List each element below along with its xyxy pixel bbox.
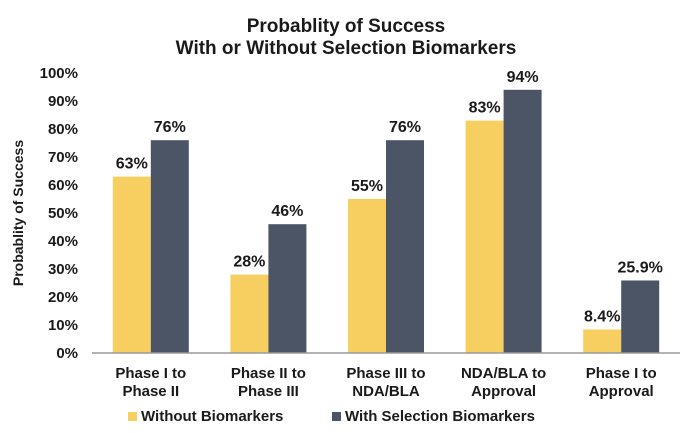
y-tick-label: 50% [48, 205, 78, 222]
y-tick-label: 20% [48, 289, 78, 306]
y-axis-title-group: Probablity of Success [10, 140, 26, 286]
category-label: Approval [589, 383, 654, 400]
bar-with-biomarkers [621, 280, 660, 353]
y-tick-label: 30% [48, 261, 78, 278]
category-label: NDA/BLA [352, 383, 420, 400]
data-labels: 63% 76% 28% 46% 55% 76% 83% 94% 8.4% 25.9% [116, 69, 663, 326]
bars [112, 89, 660, 354]
category-label: Phase III [238, 383, 299, 400]
data-label: 63% [116, 156, 148, 173]
y-tick-label: 0% [56, 345, 78, 362]
y-tick-label: 100% [40, 65, 78, 82]
bar-with-biomarkers [386, 140, 424, 353]
category-label: Phase III to [346, 365, 425, 382]
bar-without-biomarkers [583, 329, 622, 353]
category-label: Approval [471, 383, 536, 400]
chart-title-line: Probablity of Success [247, 16, 446, 37]
bar-with-biomarkers [150, 140, 189, 353]
data-label: 76% [154, 119, 186, 136]
bar-without-biomarkers [348, 199, 386, 353]
y-axis-ticks: 0% 10% 20% 30% 40% 50% 60% 70% 80% 90% 100% [40, 65, 78, 362]
data-label: 25.9% [618, 259, 663, 276]
bar-without-biomarkers [230, 274, 269, 353]
bar-with-biomarkers [268, 224, 307, 353]
data-label: 83% [469, 100, 501, 117]
category-label: Phase I to [586, 365, 657, 382]
data-label: 46% [271, 203, 303, 220]
y-tick-label: 60% [48, 177, 78, 194]
bar-without-biomarkers [112, 176, 151, 353]
data-label: 55% [351, 178, 383, 195]
legend: Without Biomarkers With Selection Biomark… [128, 408, 535, 425]
legend-swatch [128, 412, 137, 421]
category-label: Phase I to [115, 365, 186, 382]
data-label: 8.4% [584, 308, 620, 325]
category-label: Phase II [122, 383, 179, 400]
y-tick-label: 70% [48, 149, 78, 166]
category-label: Phase II to [231, 365, 306, 382]
legend-label: Without Biomarkers [141, 408, 283, 425]
data-label: 28% [233, 254, 265, 271]
y-axis-title: Probablity of Success [10, 140, 26, 286]
chart-title-line: With or Without Selection Biomarkers [176, 38, 517, 59]
y-tick-label: 80% [48, 121, 78, 138]
y-tick-label: 40% [48, 233, 78, 250]
category-label: NDA/BLA to [461, 365, 546, 382]
bar-without-biomarkers [465, 120, 504, 353]
data-label: 94% [507, 69, 539, 86]
y-tick-label: 90% [48, 93, 78, 110]
legend-swatch [332, 412, 341, 421]
y-tick-label: 10% [48, 317, 78, 334]
data-label: 76% [389, 119, 421, 136]
legend-label: With Selection Biomarkers [345, 408, 535, 425]
bar-with-biomarkers [503, 89, 542, 354]
